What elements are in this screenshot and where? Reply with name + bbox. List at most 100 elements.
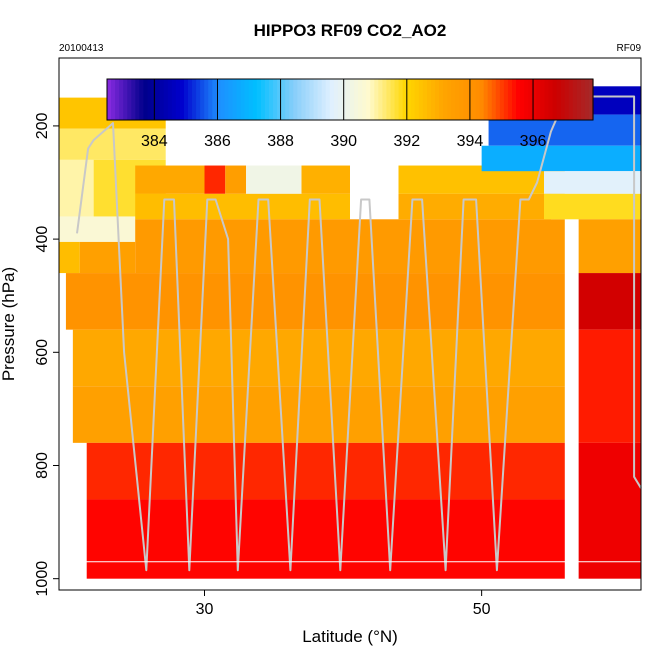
colorbar-swatch <box>183 79 189 120</box>
heatmap-cell <box>225 165 247 194</box>
colorbar-swatch <box>220 79 226 120</box>
heatmap-cell <box>72 386 565 443</box>
colorbar-swatch <box>394 79 400 120</box>
colorbar-swatch <box>248 79 254 120</box>
colorbar-swatch <box>216 79 221 120</box>
colorbar-swatch <box>345 79 351 120</box>
colorbar-swatch <box>520 79 525 120</box>
heatmap-cell <box>544 193 641 220</box>
colorbar-swatch <box>556 79 562 120</box>
heatmap-cell <box>481 145 641 172</box>
colorbar-swatch <box>495 79 501 120</box>
colorbar-swatch <box>196 79 201 120</box>
colorbar-swatch <box>431 79 436 120</box>
colorbar-swatch <box>512 79 517 120</box>
colorbar-swatch <box>313 79 319 120</box>
colorbar-swatch <box>378 79 383 120</box>
colorbar-swatch <box>544 79 550 120</box>
colorbar-swatch <box>422 79 428 120</box>
colorbar-swatch <box>455 79 460 120</box>
colorbar-swatch <box>337 79 343 120</box>
colorbar-swatch <box>503 79 509 120</box>
colorbar-swatch <box>115 79 120 120</box>
colorbar-swatch <box>536 79 541 120</box>
colorbar-swatch <box>232 79 238 120</box>
colorbar-swatch <box>325 79 331 120</box>
heatmap-cell <box>578 273 641 330</box>
heatmap-cell <box>59 159 94 217</box>
colorbar-swatch <box>244 79 250 120</box>
colorbar-swatch <box>107 79 112 120</box>
colorbar-tick-label: 390 <box>330 133 357 150</box>
colorbar-swatch <box>256 79 262 120</box>
colorbar-swatch <box>370 79 375 120</box>
colorbar-swatch <box>471 79 477 120</box>
colorbar-swatch <box>410 79 416 120</box>
colorbar-swatch <box>406 79 412 120</box>
colorbar-swatch <box>236 79 242 120</box>
colorbar-swatch <box>317 79 323 120</box>
colorbar-swatch <box>212 79 217 120</box>
heatmap-cell <box>65 273 565 330</box>
colorbar-swatch <box>435 79 440 120</box>
colorbar-swatch <box>204 79 209 120</box>
colorbar-swatch <box>301 79 307 120</box>
colorbar-swatch <box>588 79 594 120</box>
heatmap-cell <box>86 499 565 579</box>
colorbar-tick-label: 394 <box>457 133 484 150</box>
colorbar-swatch <box>309 79 315 120</box>
colorbar-swatch <box>362 79 367 120</box>
colorbar-swatch <box>479 79 485 120</box>
colorbar-swatch <box>568 79 574 120</box>
colorbar-swatch <box>402 79 408 120</box>
colorbar-swatch <box>175 79 181 120</box>
flight-label: RF09 <box>617 43 642 54</box>
colorbar-tick-label: 396 <box>520 133 547 150</box>
colorbar-swatch <box>163 79 169 120</box>
colorbar-swatch <box>451 79 456 120</box>
colorbar-swatch <box>143 79 149 120</box>
colorbar-swatch <box>418 79 424 120</box>
chart-title: HIPPO3 RF09 CO2_AO2 <box>254 21 447 40</box>
heatmap-cell <box>86 442 565 500</box>
y-tick-label: 400 <box>34 226 51 253</box>
heatmap-cell <box>79 241 136 274</box>
plot-frame <box>58 57 642 591</box>
y-axis-label: Pressure (hPa) <box>0 267 18 381</box>
colorbar-swatch <box>390 79 396 120</box>
colorbar-swatch <box>516 79 521 120</box>
colorbar-swatch <box>552 79 558 120</box>
colorbar-tick-label: 388 <box>267 133 294 150</box>
colorbar-swatch <box>240 79 246 120</box>
colorbar-swatch <box>127 79 132 120</box>
colorbar-swatch <box>499 79 505 120</box>
colorbar-swatch <box>123 79 128 120</box>
heatmap-cells <box>59 86 641 579</box>
colorbar-swatch <box>560 79 566 120</box>
colorbar-swatch <box>414 79 420 120</box>
colorbar-swatch <box>491 79 497 120</box>
colorbar-swatch <box>439 79 444 120</box>
colorbar-swatch <box>333 79 339 120</box>
colorbar-swatch <box>147 79 153 120</box>
heatmap-cell <box>72 329 565 387</box>
colorbar-swatch <box>321 79 327 120</box>
colorbar-swatch <box>398 79 404 120</box>
colorbar-swatch <box>159 79 165 120</box>
y-tick-label: 200 <box>34 112 51 139</box>
colorbar-swatch <box>524 79 529 120</box>
colorbar-swatch <box>382 79 388 120</box>
heatmap-cell <box>578 329 641 443</box>
colorbar-swatch <box>584 79 590 120</box>
colorbar-swatch <box>289 79 294 120</box>
colorbar-swatch <box>426 79 432 120</box>
colorbar-swatch <box>188 79 193 120</box>
colorbar-swatch <box>459 79 464 120</box>
colorbar-swatch <box>354 79 359 120</box>
colorbar-swatch <box>305 79 311 120</box>
colorbar-swatch <box>200 79 205 120</box>
colorbar-swatch <box>507 79 513 120</box>
y-tick-label: 1000 <box>34 561 51 597</box>
colorbar-swatch <box>572 79 578 120</box>
